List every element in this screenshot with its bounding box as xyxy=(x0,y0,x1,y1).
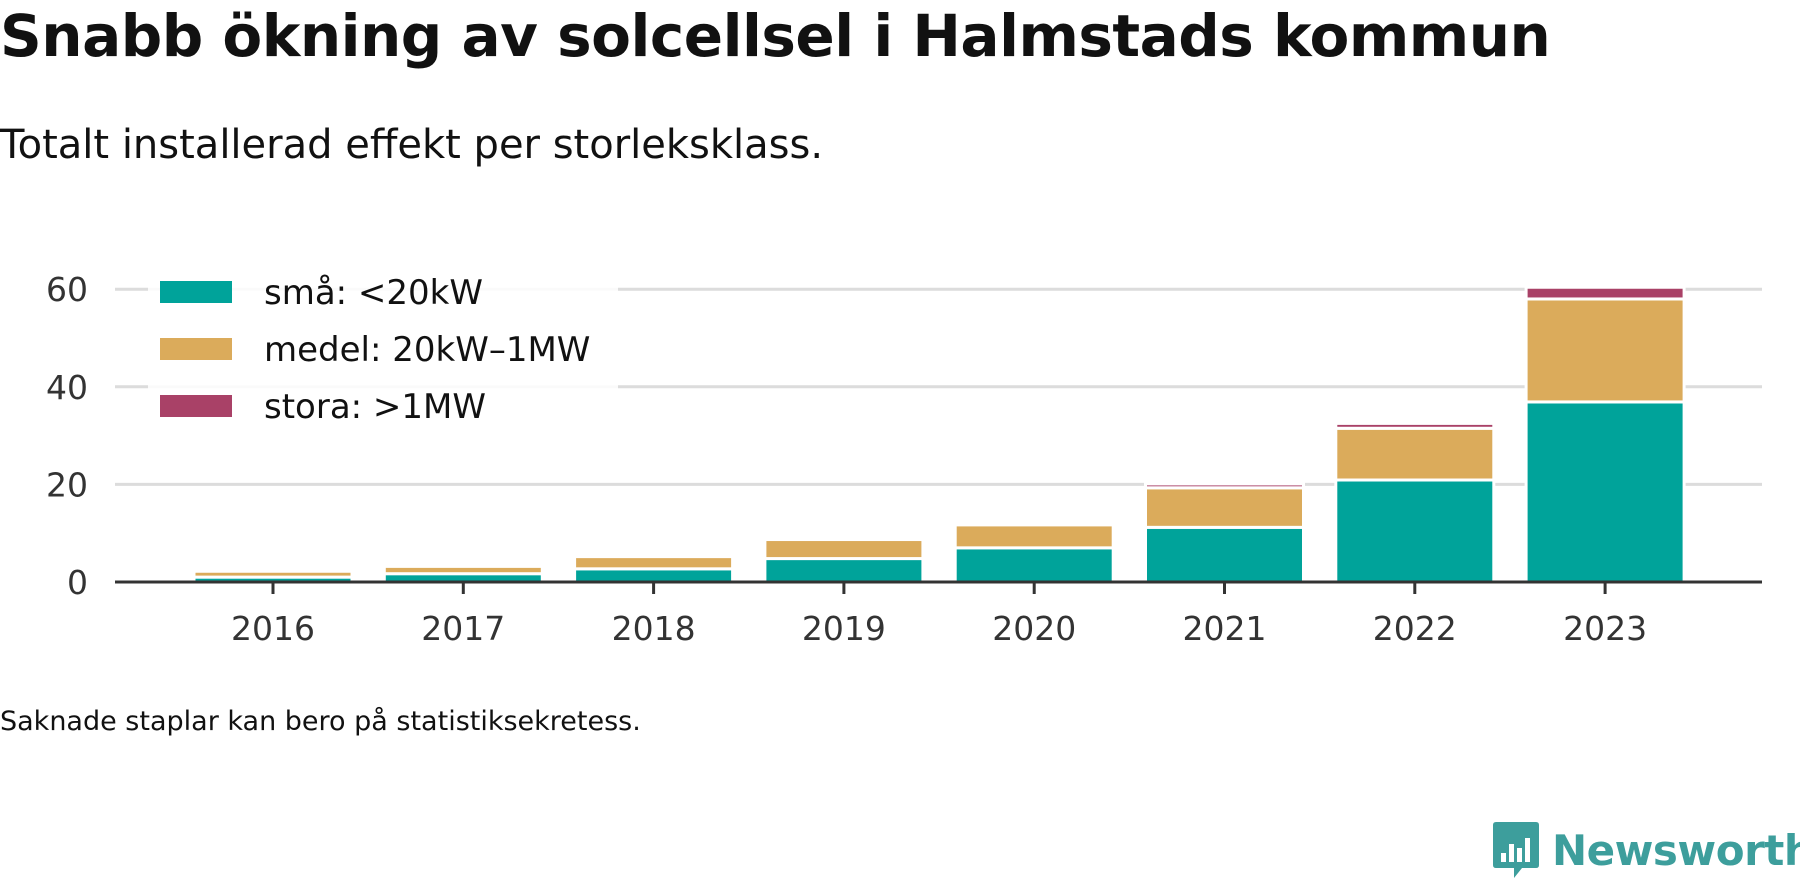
y-tick-label: 20 xyxy=(46,465,88,504)
x-tick-label: 2016 xyxy=(231,609,315,648)
legend-label: stora: >1MW xyxy=(264,387,486,427)
x-tick-label: 2023 xyxy=(1563,609,1647,648)
bar-segment xyxy=(382,564,544,576)
bar-segment xyxy=(1524,400,1686,584)
legend-label: små: <20kW xyxy=(264,273,483,313)
y-tick-label: 40 xyxy=(46,368,88,407)
bar-segment xyxy=(953,546,1115,584)
legend-swatch xyxy=(160,338,232,360)
x-axis-labels: 2016 2017 2018 2019 2020 2021 2022 2023 xyxy=(231,609,1647,648)
chart-title: Snabb ökning av solcellsel i Halmstads k… xyxy=(0,2,1551,70)
bars xyxy=(192,285,1686,584)
brand-name: Newsworthy xyxy=(1552,825,1800,875)
legend-swatch xyxy=(160,395,232,417)
chart-subtitle: Totalt installerad effekt per storlekskl… xyxy=(0,122,824,168)
x-axis-ticks xyxy=(271,582,1607,594)
stacked-bar-chart: 0 20 40 60 2016 2017 2018 2019 2020 2021 2022 2023… xyxy=(46,268,1762,648)
legend-swatch xyxy=(160,281,232,303)
bar-segment xyxy=(192,569,354,579)
bar-segment xyxy=(1334,478,1496,584)
bar-segment xyxy=(573,567,735,584)
y-axis-labels: 0 20 40 60 xyxy=(46,270,88,602)
x-tick-label: 2018 xyxy=(612,609,696,648)
x-tick-label: 2021 xyxy=(1183,609,1267,648)
bar-segment xyxy=(573,555,735,571)
bar-segment xyxy=(1144,482,1305,490)
y-tick-label: 60 xyxy=(46,270,88,309)
bar-segment xyxy=(1144,525,1305,584)
bar-segment xyxy=(763,557,925,584)
bar-segment xyxy=(1144,486,1305,529)
newsworthy-logo-icon xyxy=(1493,822,1539,878)
x-tick-label: 2020 xyxy=(992,609,1076,648)
x-tick-label: 2017 xyxy=(421,609,505,648)
brand-logo: Newsworthy xyxy=(1492,818,1800,882)
bar-segment xyxy=(1334,421,1496,430)
bar-segment xyxy=(763,538,925,561)
bar-segment xyxy=(1524,297,1686,404)
bar-segment xyxy=(1334,426,1496,482)
bar-segment xyxy=(1524,285,1686,301)
bar-segment xyxy=(953,523,1115,550)
x-tick-label: 2022 xyxy=(1373,609,1457,648)
legend: små: <20kW medel: 20kW–1MW stora: >1MW xyxy=(148,268,618,438)
legend-label: medel: 20kW–1MW xyxy=(264,330,590,370)
y-tick-label: 0 xyxy=(67,563,88,602)
x-tick-label: 2019 xyxy=(802,609,886,648)
footnote: Saknade staplar kan bero på statistiksek… xyxy=(0,706,641,737)
